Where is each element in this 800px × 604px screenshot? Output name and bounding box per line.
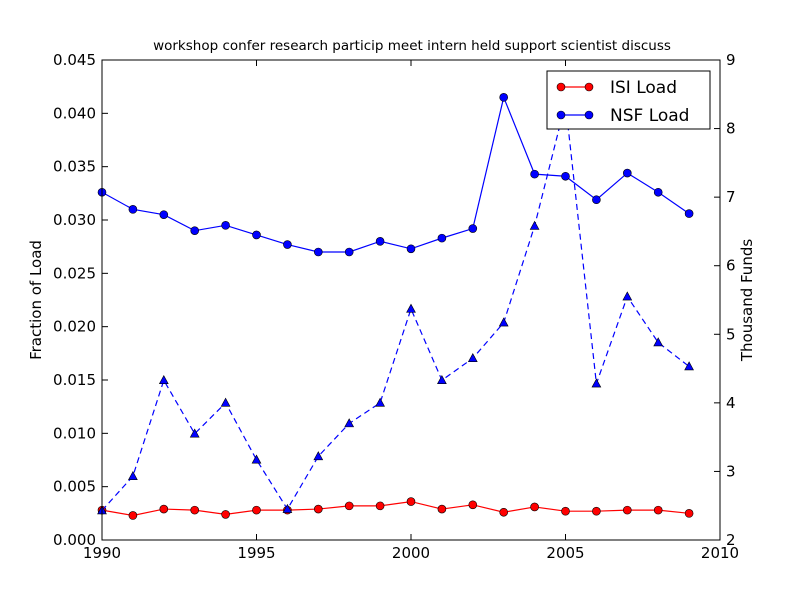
data-point	[622, 505, 632, 515]
data-point	[561, 171, 570, 181]
data-point	[375, 237, 385, 246]
data-point	[684, 209, 694, 218]
data-point	[622, 291, 633, 301]
y-tick-label: 0.000	[53, 531, 96, 549]
data-point	[158, 374, 169, 384]
data-point	[128, 511, 138, 520]
x-tick-label: 2010	[701, 544, 739, 562]
chart-title: workshop confer research particip meet i…	[153, 38, 671, 54]
y2-tick-label: 6	[726, 257, 736, 275]
data-point	[189, 428, 200, 438]
data-point	[561, 506, 570, 516]
y2-axis-label: Thousand Funds	[738, 239, 756, 362]
legend-label: ISI Load	[610, 78, 677, 98]
y-tick-label: 0.005	[53, 478, 96, 496]
data-point	[684, 509, 694, 518]
data-point	[283, 240, 292, 249]
data-point	[313, 247, 323, 257]
data-point	[499, 93, 509, 102]
data-point	[468, 500, 478, 510]
data-point	[251, 454, 262, 464]
legend-marker	[584, 82, 594, 92]
data-point	[220, 397, 231, 407]
data-point	[159, 504, 169, 514]
data-point	[128, 470, 138, 480]
data-point	[529, 220, 540, 230]
data-point	[467, 353, 478, 363]
legend: ISI Load NSF Load	[546, 70, 711, 130]
data-point	[468, 224, 478, 233]
x-tick-label: 1990	[83, 544, 121, 562]
y-tick-label: 0.020	[53, 318, 96, 336]
data-point	[437, 504, 447, 514]
y-tick-label: 0.010	[53, 424, 96, 442]
y-axis-label: Fraction of Load	[27, 240, 45, 360]
series-1	[97, 93, 694, 257]
data-point	[282, 503, 293, 513]
data-point	[344, 418, 355, 428]
data-point	[592, 195, 601, 205]
data-point	[190, 505, 199, 515]
legend-marker	[584, 110, 594, 120]
data-point	[159, 210, 169, 219]
data-point	[406, 303, 416, 313]
data-point	[591, 378, 602, 388]
y-tick-label: 0.030	[53, 211, 96, 229]
x-tick-label: 1995	[237, 544, 275, 562]
data-point	[622, 168, 632, 178]
y2-tick-label: 3	[726, 462, 736, 480]
data-point	[499, 507, 509, 517]
data-point	[653, 187, 663, 197]
series-line	[101, 103, 690, 511]
data-point	[592, 506, 601, 516]
data-point	[221, 221, 230, 230]
data-point	[406, 497, 416, 506]
y-tick-label: 0.035	[53, 158, 96, 176]
data-point	[313, 504, 323, 514]
y2-tick-label: 5	[726, 325, 736, 343]
data-point	[653, 337, 664, 347]
y-tick-label: 0.025	[53, 264, 96, 282]
data-point	[653, 505, 663, 515]
y2-tick-label: 2	[726, 531, 736, 549]
y2-tick-label: 8	[726, 120, 736, 138]
data-point	[530, 169, 539, 179]
series-2	[97, 97, 694, 515]
y-tick-label: 0.045	[53, 51, 96, 69]
series-line	[101, 95, 690, 253]
data-point	[498, 317, 509, 327]
data-point	[252, 230, 261, 240]
data-point	[344, 501, 354, 511]
y2-tick-label: 7	[726, 188, 736, 206]
legend-label: NSF Load	[610, 106, 689, 126]
data-point	[313, 451, 324, 461]
x-tick-label: 2005	[546, 544, 584, 562]
data-point	[252, 505, 261, 515]
series-line	[101, 500, 690, 517]
data-point	[406, 244, 416, 254]
y-tick-label: 0.040	[53, 104, 96, 122]
x-tick-label: 2000	[392, 544, 430, 562]
data-point	[375, 397, 385, 407]
data-point	[190, 226, 199, 235]
plot-layer: 1990 1995 2000 2005 2010 0.000 0.005 0.010 0.015…	[53, 51, 739, 562]
data-point	[437, 233, 447, 243]
data-point	[344, 247, 354, 257]
y2-tick-label: 4	[726, 394, 736, 412]
data-point	[437, 374, 447, 384]
y2-tick-label: 9	[726, 51, 736, 69]
legend-box	[546, 70, 711, 130]
data-point	[375, 501, 385, 511]
data-point	[530, 502, 539, 512]
legend-marker	[556, 82, 566, 92]
data-point	[221, 510, 230, 519]
legend-marker	[556, 110, 566, 120]
data-point	[684, 361, 694, 371]
y-tick-label: 0.015	[53, 371, 96, 389]
data-point	[128, 205, 138, 214]
